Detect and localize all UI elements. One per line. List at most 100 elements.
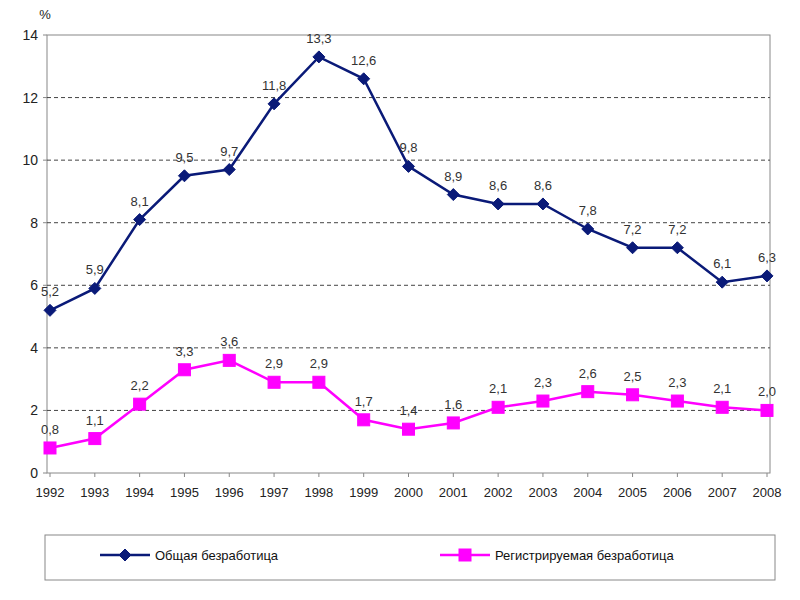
data-label: 8,6 xyxy=(489,178,507,193)
marker xyxy=(313,51,325,63)
tick-mark xyxy=(43,347,47,348)
data-label: 2,9 xyxy=(310,356,328,371)
data-label: 1,6 xyxy=(444,397,462,412)
y-tick-label: 8 xyxy=(30,215,38,231)
marker xyxy=(716,401,728,413)
grid-line xyxy=(47,285,770,286)
grid-line xyxy=(47,222,770,223)
data-label: 8,1 xyxy=(131,194,149,209)
marker xyxy=(671,395,683,407)
marker xyxy=(403,423,415,435)
data-label: 2,5 xyxy=(624,369,642,384)
marker xyxy=(537,198,549,210)
chart: 02468101214%1992199319941995199619971998… xyxy=(0,0,800,600)
x-tick xyxy=(274,473,275,477)
marker xyxy=(223,354,235,366)
x-tick-label: 1992 xyxy=(36,485,65,500)
marker xyxy=(89,433,101,445)
data-label: 2,1 xyxy=(713,381,731,396)
x-tick xyxy=(632,473,633,477)
y-tick-label: 4 xyxy=(30,340,38,356)
marker xyxy=(358,73,370,85)
data-label: 5,2 xyxy=(41,284,59,299)
marker xyxy=(582,386,594,398)
y-tick-label: 0 xyxy=(30,465,38,481)
x-tick-label: 2007 xyxy=(708,485,737,500)
marker xyxy=(89,282,101,294)
data-label: 12,6 xyxy=(351,53,376,68)
marker xyxy=(44,304,56,316)
data-label: 1,4 xyxy=(399,403,417,418)
data-label: 8,9 xyxy=(444,169,462,184)
marker xyxy=(582,223,594,235)
y-axis-label: % xyxy=(39,7,51,22)
data-label: 7,2 xyxy=(668,222,686,237)
x-tick-label: 2002 xyxy=(484,485,513,500)
marker xyxy=(223,164,235,176)
plot-frame xyxy=(47,35,770,473)
marker xyxy=(178,364,190,376)
x-tick xyxy=(229,473,230,477)
data-label: 2,0 xyxy=(758,384,776,399)
data-label: 2,6 xyxy=(579,366,597,381)
x-tick xyxy=(677,473,678,477)
data-label: 0,8 xyxy=(41,422,59,437)
x-tick-label: 2003 xyxy=(528,485,557,500)
x-tick xyxy=(363,473,364,477)
x-tick xyxy=(542,473,543,477)
x-tick xyxy=(139,473,140,477)
marker xyxy=(358,414,370,426)
data-label: 2,9 xyxy=(265,356,283,371)
marker xyxy=(761,270,773,282)
data-label: 9,7 xyxy=(220,144,238,159)
marker xyxy=(447,417,459,429)
marker xyxy=(178,170,190,182)
tick-mark xyxy=(43,222,47,223)
data-label: 5,9 xyxy=(86,262,104,277)
legend-box xyxy=(45,535,775,580)
data-label: 2,2 xyxy=(131,378,149,393)
tick-mark xyxy=(43,97,47,98)
x-tick-label: 2008 xyxy=(753,485,782,500)
x-tick-label: 1994 xyxy=(125,485,154,500)
x-tick-label: 2006 xyxy=(663,485,692,500)
series-line xyxy=(50,360,767,448)
tick-mark xyxy=(43,410,47,411)
data-label: 1,7 xyxy=(355,394,373,409)
y-tick-label: 12 xyxy=(22,90,38,106)
x-tick xyxy=(722,473,723,477)
data-label: 6,3 xyxy=(758,250,776,265)
data-labels: 5,25,98,19,59,711,813,312,69,88,98,68,67… xyxy=(41,31,776,437)
data-label: 2,3 xyxy=(534,375,552,390)
data-label: 13,3 xyxy=(306,31,331,46)
x-tick xyxy=(184,473,185,477)
x-tick-label: 2001 xyxy=(439,485,468,500)
series-line xyxy=(50,57,767,310)
marker xyxy=(268,98,280,110)
tick-mark xyxy=(43,473,47,474)
x-tick-label: 2005 xyxy=(618,485,647,500)
legend-label: Общая безработица xyxy=(155,548,279,563)
x-tick-label: 2004 xyxy=(573,485,602,500)
data-label: 2,1 xyxy=(489,381,507,396)
marker xyxy=(492,198,504,210)
legend-label: Регистрируемая безработица xyxy=(495,548,674,563)
y-tick-label: 14 xyxy=(22,27,38,43)
x-tick xyxy=(767,473,768,477)
x-tick xyxy=(453,473,454,477)
marker xyxy=(459,549,471,561)
y-tick-label: 10 xyxy=(22,152,38,168)
x-tick-label: 2000 xyxy=(394,485,423,500)
data-label: 9,5 xyxy=(175,150,193,165)
marker xyxy=(134,214,146,226)
x-tick-label: 1999 xyxy=(349,485,378,500)
x-tick xyxy=(408,473,409,477)
data-label: 8,6 xyxy=(534,178,552,193)
y-tick-label: 2 xyxy=(30,402,38,418)
marker xyxy=(403,160,415,172)
legend: Общая безработица Регистрируемая безработ… xyxy=(45,535,775,580)
grid-line xyxy=(47,347,770,348)
marker xyxy=(492,401,504,413)
marker xyxy=(268,376,280,388)
marker xyxy=(447,189,459,201)
